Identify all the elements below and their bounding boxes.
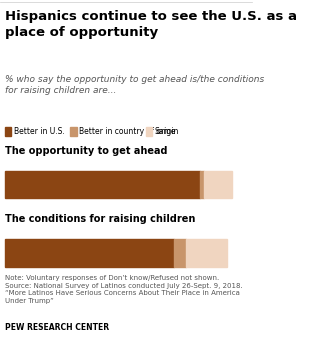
- Bar: [204, 171, 231, 198]
- Text: 2: 2: [199, 180, 205, 189]
- Bar: [146, 127, 152, 136]
- Text: Note: Voluntary responses of Don’t know/Refused not shown.
Source: National Surv: Note: Voluntary responses of Don’t know/…: [5, 275, 243, 304]
- Text: Hispanics continue to see the U.S. as a
place of opportunity: Hispanics continue to see the U.S. as a …: [5, 10, 297, 39]
- Bar: [5, 171, 200, 198]
- Bar: [200, 171, 204, 198]
- Text: Same: Same: [155, 127, 176, 136]
- Bar: [174, 239, 186, 267]
- Text: 12: 12: [212, 180, 224, 190]
- Text: 18: 18: [200, 248, 213, 258]
- Text: Better in country of origin: Better in country of origin: [79, 127, 179, 136]
- Text: 5: 5: [177, 249, 183, 258]
- Text: 85: 85: [189, 180, 203, 190]
- Text: The opportunity to get ahead: The opportunity to get ahead: [5, 146, 167, 156]
- Bar: [70, 127, 77, 136]
- Text: % who say the opportunity to get ahead is/the conditions
for raising children ar: % who say the opportunity to get ahead i…: [5, 75, 264, 95]
- Text: The conditions for raising children: The conditions for raising children: [5, 214, 195, 224]
- Text: Better in U.S.: Better in U.S.: [14, 127, 65, 136]
- Text: PEW RESEARCH CENTER: PEW RESEARCH CENTER: [5, 323, 109, 332]
- Bar: [5, 127, 11, 136]
- Text: 74: 74: [164, 248, 178, 258]
- Bar: [5, 239, 174, 267]
- Bar: [186, 239, 227, 267]
